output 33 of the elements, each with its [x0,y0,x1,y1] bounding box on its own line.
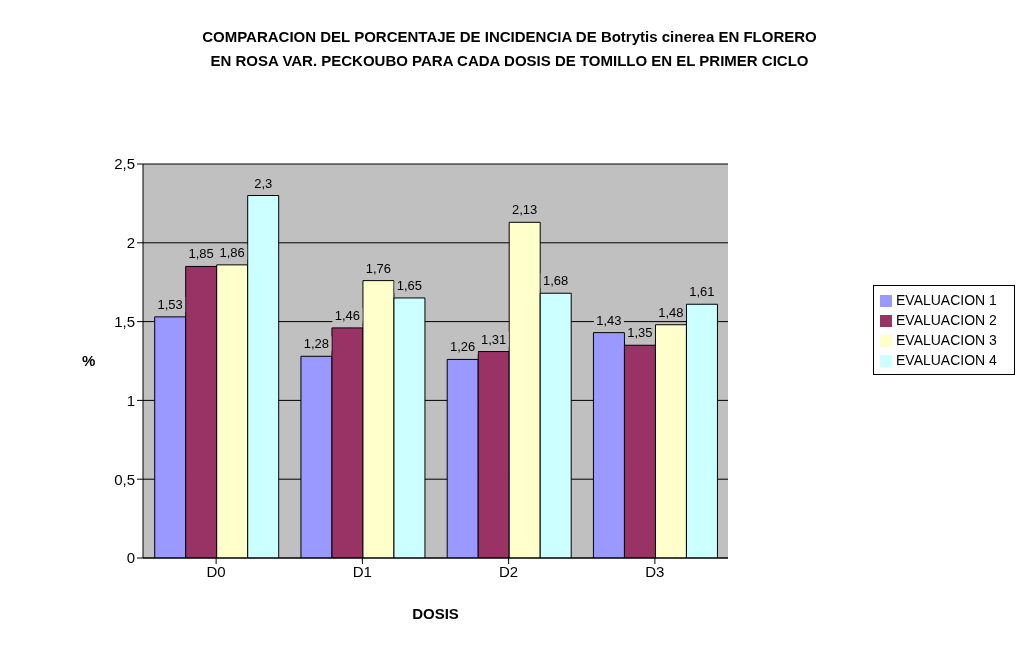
data-label: 1,48 [658,304,684,320]
legend-label: EVALUACION 3 [896,331,997,348]
data-label: 1,86 [219,244,245,260]
x-tick-label: D3 [645,562,665,580]
legend-label: EVALUACION 1 [896,291,997,308]
y-tick-label: 0,5 [114,470,135,488]
data-label: 1,76 [365,260,392,276]
data-label: 2,3 [254,175,273,191]
legend-label: EVALUACION 2 [896,311,997,328]
data-label: 1,61 [689,284,715,300]
y-tick-label: 1 [126,391,135,409]
data-label: 1,43 [596,312,622,328]
x-tick-label: D2 [499,562,519,580]
legend-label: EVALUACION 4 [896,351,997,368]
data-label: 1,53 [157,296,183,312]
data-label: 1,85 [188,246,214,262]
data-label: 1,46 [334,307,361,323]
x-axis-title: DOSIS [412,604,459,622]
y-tick-label: 1,5 [114,312,135,330]
y-axis-title: % [82,352,96,370]
chart-title: COMPARACION DEL PORCENTAJE DE INCIDENCIA DE Botrytis cinerea EN FLORERO EN ROSA VAR. PECKOUBO PARA CADA DOSIS DE TOMILLO EN EL PRIMER CICLO [201,27,818,71]
data-label: 2,13 [512,202,538,218]
data-label: 1,65 [396,277,423,293]
y-tick-label: 0 [126,549,135,567]
x-tick-label: D1 [352,562,372,580]
data-label: 1,31 [481,331,507,347]
data-label: 1,35 [627,325,653,341]
data-label: 1,28 [303,336,330,352]
y-tick-label: 2,5 [114,155,135,173]
data-label: 1,68 [543,273,569,289]
data-label: 1,26 [450,339,476,355]
x-tick-label: D0 [206,562,226,580]
y-tick-label: 2 [126,234,135,252]
